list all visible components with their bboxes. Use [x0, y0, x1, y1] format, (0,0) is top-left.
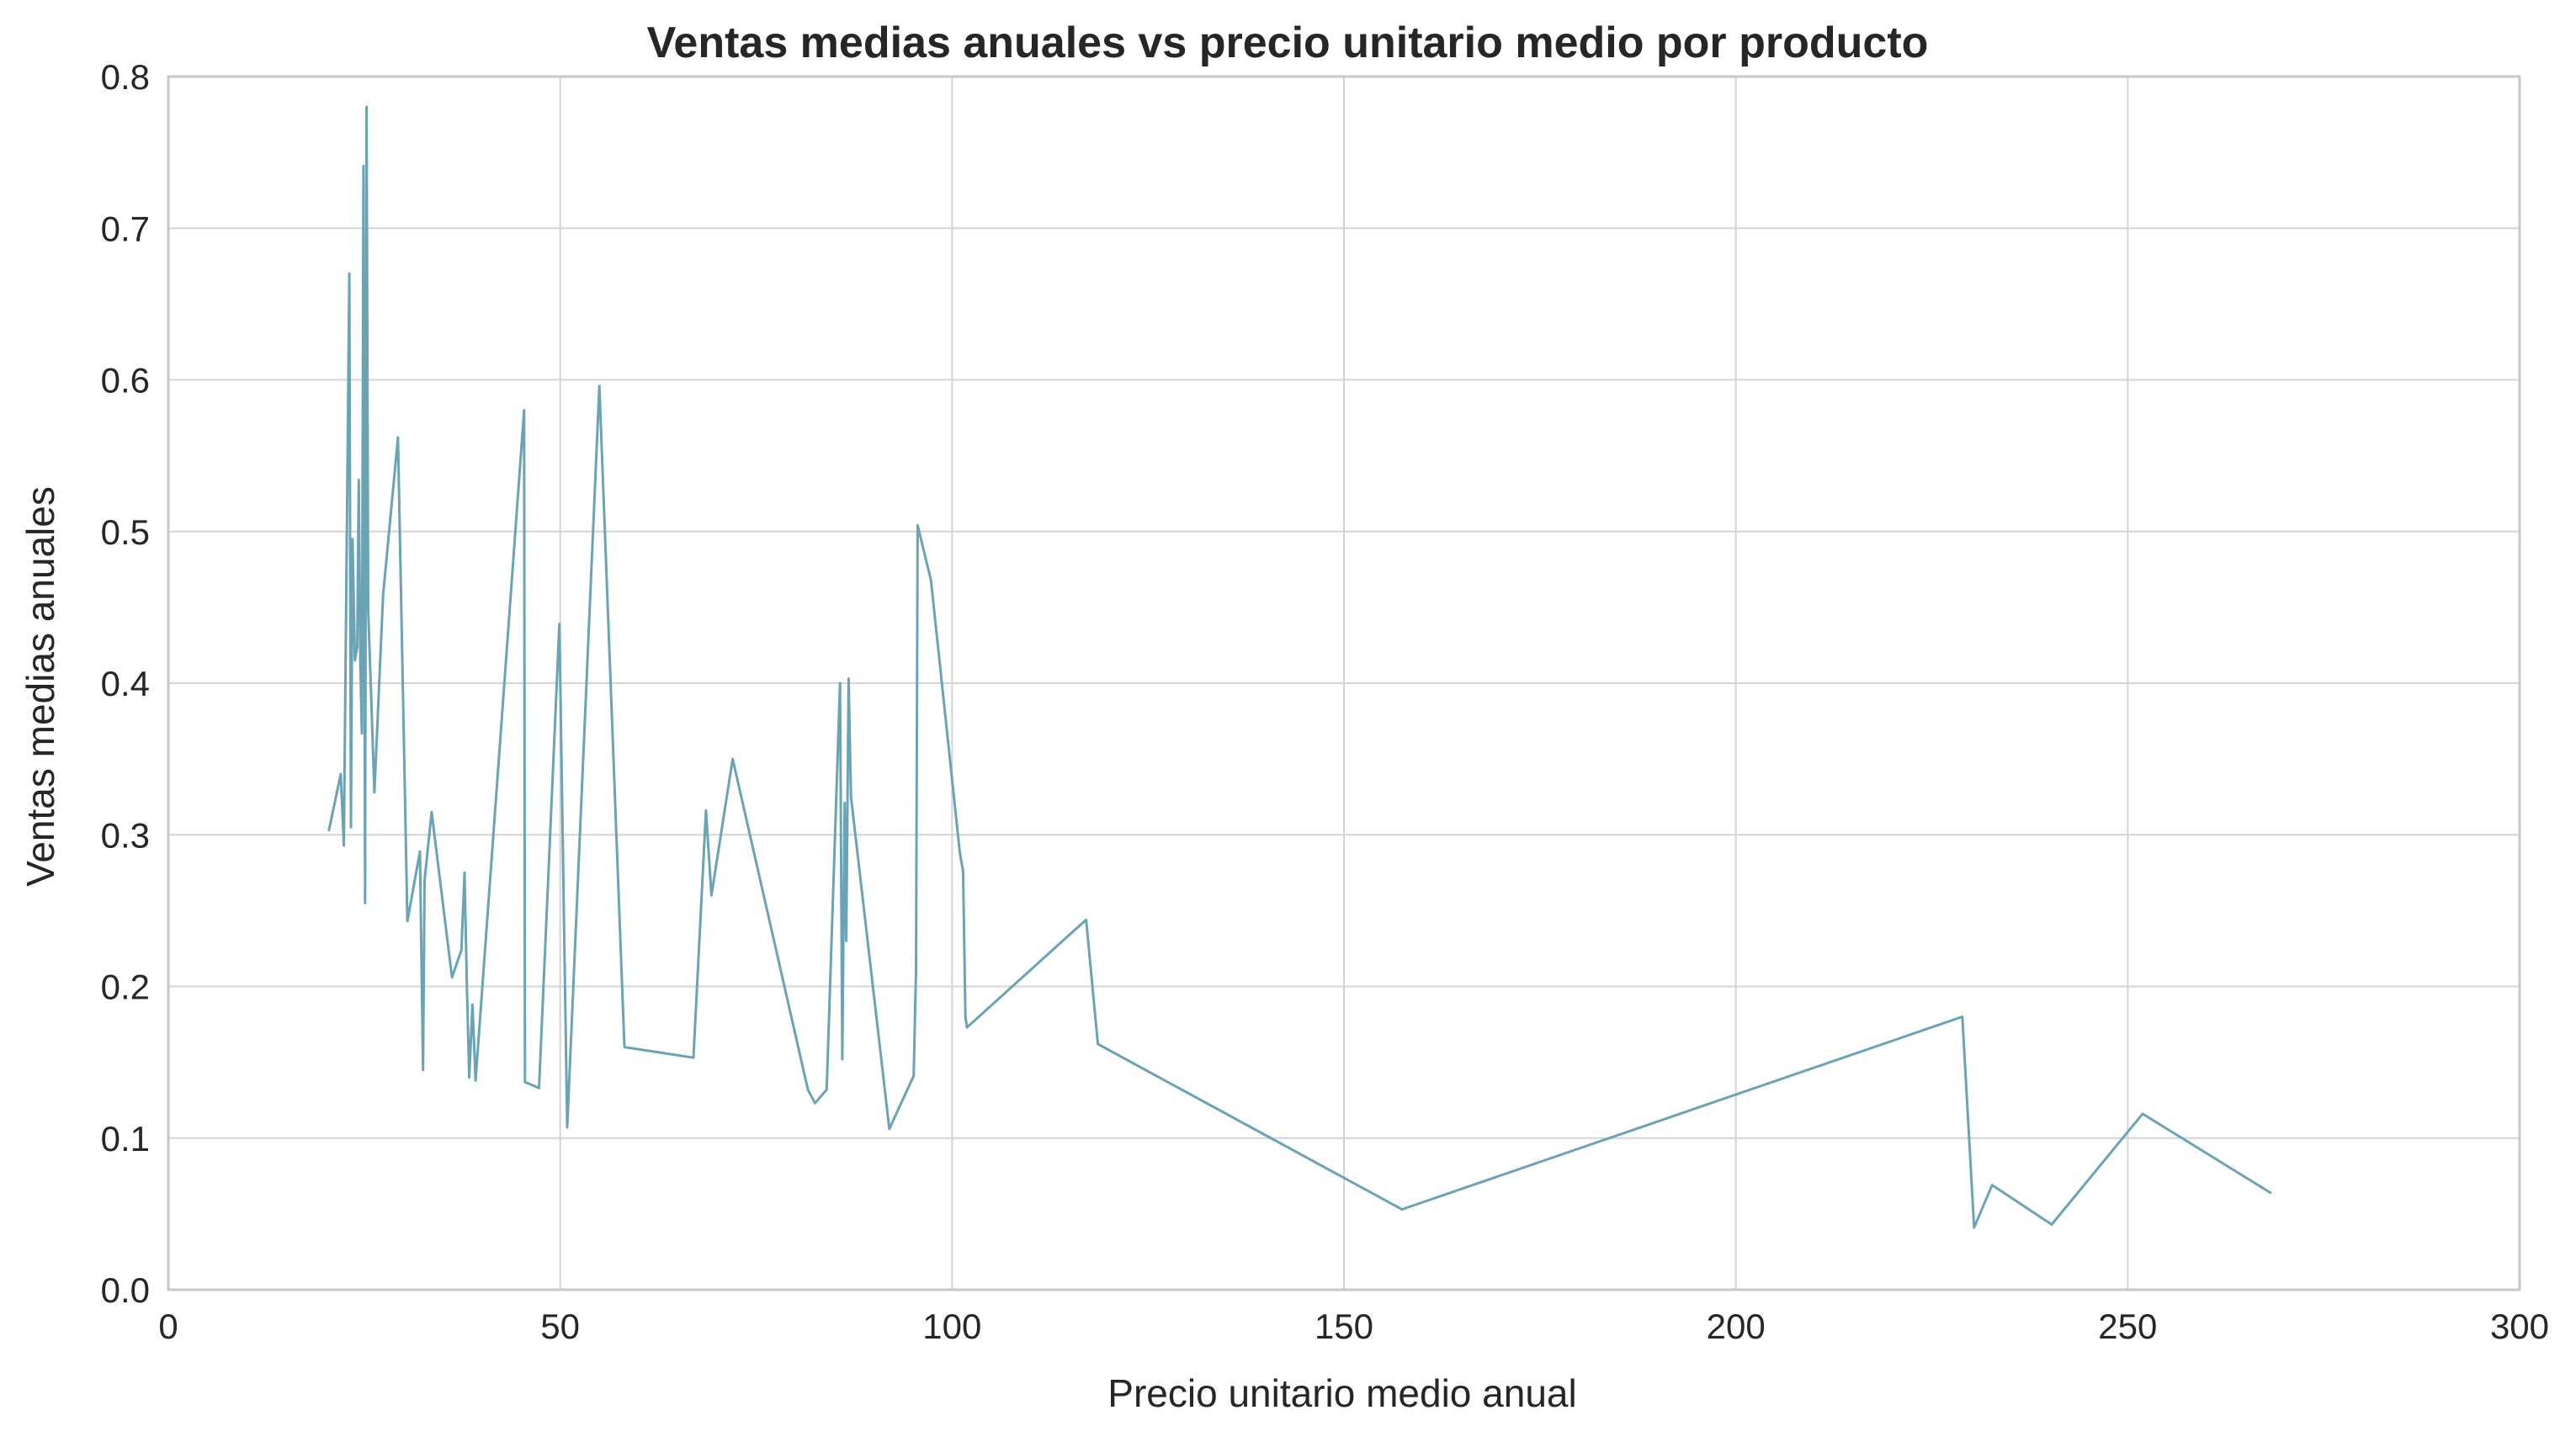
x-tick-label: 0	[158, 1307, 178, 1346]
y-tick-label: 0.4	[101, 664, 150, 703]
y-axis-label: Ventas medias anuales	[19, 486, 62, 887]
chart-title: Ventas medias anuales vs precio unitario…	[647, 19, 1929, 67]
plot-frame	[167, 75, 2521, 1291]
y-tick-label: 0.0	[101, 1270, 150, 1310]
series-layer	[327, 105, 2272, 1229]
x-axis-label: Precio unitario medio anual	[1107, 1371, 1576, 1415]
y-tick-label: 0.7	[101, 209, 150, 248]
grid	[167, 76, 2520, 1291]
x-tick-labels: 0 50 100 150 200 250 300	[158, 1307, 2549, 1346]
y-tick-label: 0.5	[101, 512, 150, 552]
x-tick-label: 100	[922, 1307, 981, 1346]
y-tick-label: 0.8	[101, 57, 150, 97]
y-tick-label: 0.6	[101, 361, 150, 400]
x-tick-label: 200	[1707, 1307, 1766, 1346]
x-tick-label: 300	[2490, 1307, 2549, 1346]
y-tick-label: 0.1	[101, 1119, 150, 1158]
y-tick-labels: 0.0 0.1 0.2 0.3 0.4 0.5 0.6 0.7 0.8	[101, 57, 150, 1310]
y-tick-label: 0.2	[101, 968, 150, 1007]
series-line	[327, 105, 2272, 1229]
y-tick-label: 0.3	[101, 815, 150, 855]
x-tick-label: 50	[540, 1307, 580, 1346]
x-tick-label: 150	[1315, 1307, 1373, 1346]
x-tick-label: 250	[2098, 1307, 2157, 1346]
